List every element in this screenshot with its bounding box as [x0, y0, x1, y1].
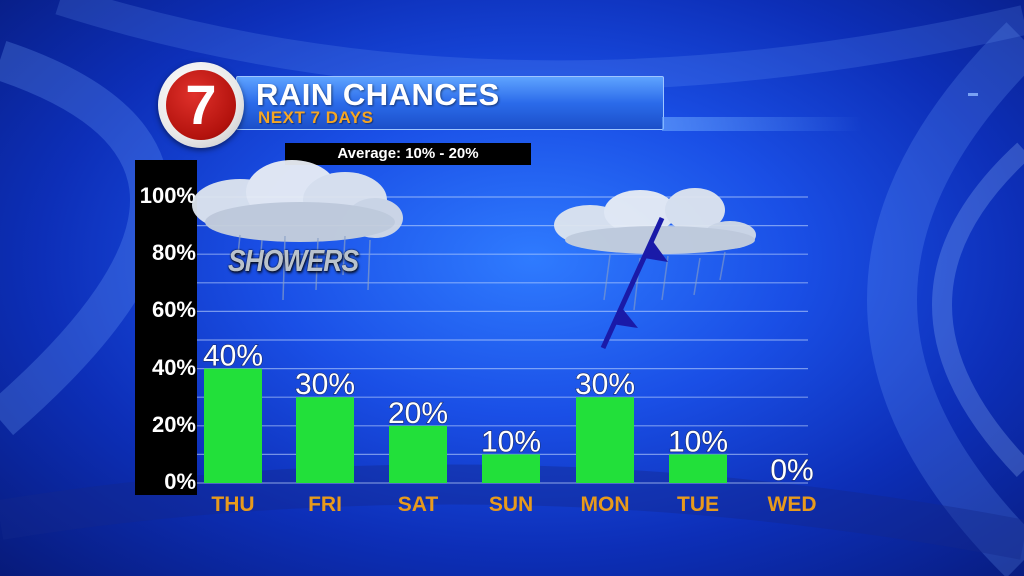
bar-tue: [669, 454, 727, 483]
value-label: 10%: [481, 425, 541, 458]
x-tick-label: WED: [768, 493, 817, 516]
chart-title: RAIN CHANCES: [256, 77, 500, 112]
cloud-icon: [554, 188, 756, 311]
cloud-icon: [192, 160, 403, 301]
y-tick-label: 0%: [164, 469, 196, 494]
value-label: 40%: [203, 340, 263, 373]
y-tick-label: 80%: [151, 240, 196, 266]
x-tick-label: SAT: [398, 493, 439, 516]
logo-number: 7: [166, 70, 236, 140]
bar-fri: [296, 397, 354, 483]
bar-sun: [482, 454, 540, 483]
title-underline: [662, 117, 862, 131]
cold-front-icon: [600, 216, 668, 350]
value-label: 30%: [575, 368, 635, 401]
showers-label: SHOWERS: [228, 243, 359, 278]
bar-sat: [389, 425, 447, 483]
y-tick-label: 60%: [151, 297, 196, 323]
y-tick-label: 20%: [151, 411, 196, 437]
average-label: Average: 10% - 20%: [285, 143, 531, 165]
value-label: 10%: [668, 425, 728, 458]
value-label: 20%: [388, 397, 448, 430]
chart-subtitle: NEXT 7 DAYS: [258, 108, 374, 127]
y-tick-label: 40%: [151, 354, 196, 380]
bars: 40% THU 30% FRI 20% SAT 10% SUN 30% MON 10% TUE 0% WE…: [202, 339, 817, 516]
bar-mon: [576, 397, 634, 483]
station-logo: 7: [158, 62, 244, 148]
bar-thu: [204, 368, 262, 483]
x-tick-label: THU: [211, 493, 254, 516]
value-label: 30%: [295, 368, 355, 401]
value-label: 0%: [770, 454, 813, 487]
side-marker: [968, 93, 978, 96]
title-bar: [236, 76, 664, 130]
x-tick-label: TUE: [677, 493, 719, 516]
y-tick-label: 100%: [139, 183, 196, 208]
x-tick-label: MON: [581, 493, 630, 516]
x-tick-label: FRI: [308, 493, 342, 516]
y-axis-panel: [135, 160, 197, 495]
x-tick-label: SUN: [489, 493, 533, 516]
